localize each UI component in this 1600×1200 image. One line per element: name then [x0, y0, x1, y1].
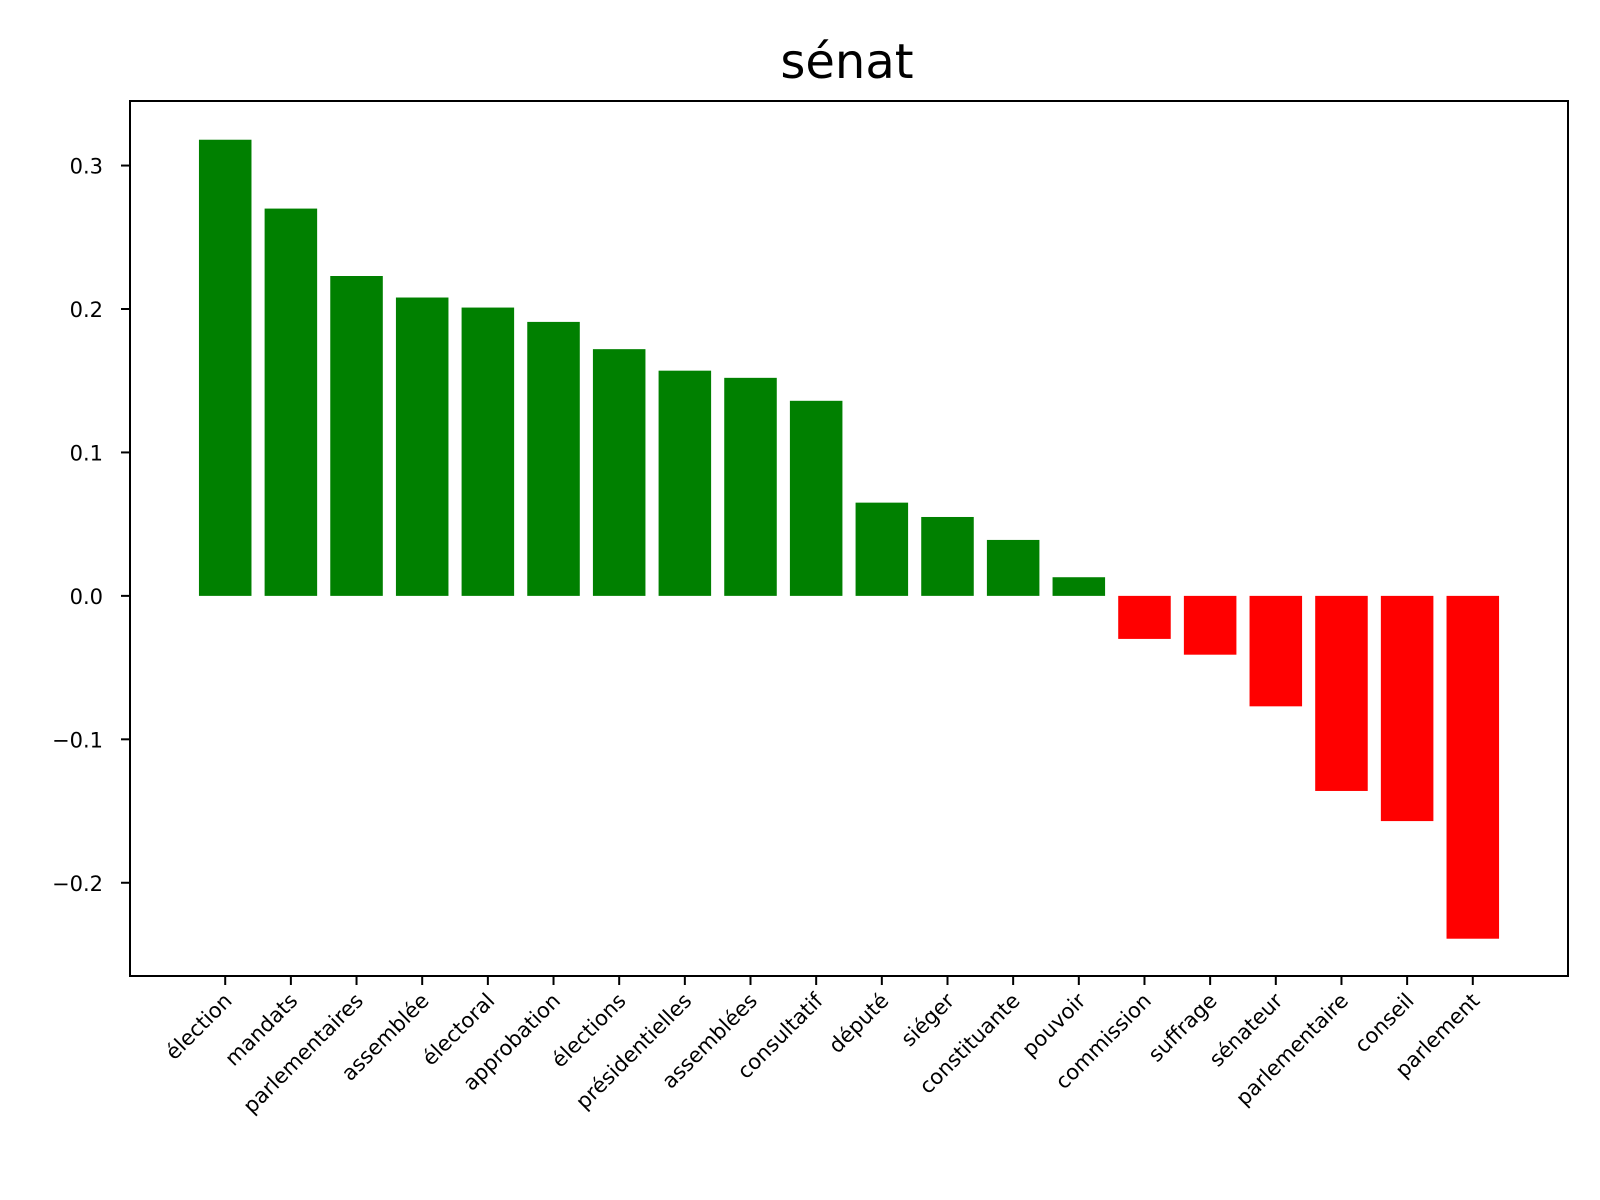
bar-approbation	[527, 321, 580, 596]
y-tick-label: 0.1	[70, 441, 103, 465]
x-tick-label: siéger	[896, 988, 959, 1051]
bar-électoral	[461, 307, 515, 596]
bar-parlementaires	[330, 276, 383, 596]
y-tick-label: −0.1	[52, 728, 103, 752]
bar-conseil	[1380, 595, 1434, 822]
bar-suffrage	[1183, 595, 1237, 655]
bar-constituante	[986, 539, 1040, 596]
bar-pouvoir	[1052, 577, 1106, 596]
bar-élections	[592, 349, 646, 596]
bar-sénateur	[1249, 595, 1303, 707]
bar-siéger	[921, 516, 974, 596]
bar-consultatif	[789, 400, 843, 596]
bar-assemblée	[395, 297, 449, 596]
y-axis: 0.3 0.2 0.1 0.0 −0.1 −0.2	[52, 155, 130, 896]
bar-élection	[198, 139, 252, 596]
y-tick-label: 0.3	[70, 155, 103, 179]
bar-mandats	[264, 208, 318, 596]
bar-parlementaire	[1315, 595, 1368, 791]
bar-parlement	[1446, 595, 1500, 939]
bar-présidentielles	[658, 370, 712, 596]
y-tick-label: 0.0	[70, 585, 103, 609]
bar-député	[855, 502, 909, 596]
bar-commission	[1118, 595, 1171, 639]
y-tick-label: 0.2	[70, 298, 103, 322]
x-axis: électionmandatsparlementairesassembléeél…	[161, 976, 1484, 1119]
bars-layer	[198, 139, 1500, 939]
plot-frame	[129, 100, 1569, 977]
x-tick-label: parlementaires	[238, 989, 368, 1119]
bar-assemblées	[724, 377, 777, 596]
y-tick-label: −0.2	[52, 872, 103, 896]
x-tick-label: parlementaire	[1231, 989, 1353, 1111]
x-tick-label: député	[824, 989, 893, 1058]
chart-title: sénat	[780, 34, 913, 90]
x-tick-label: présidentielles	[571, 989, 696, 1114]
